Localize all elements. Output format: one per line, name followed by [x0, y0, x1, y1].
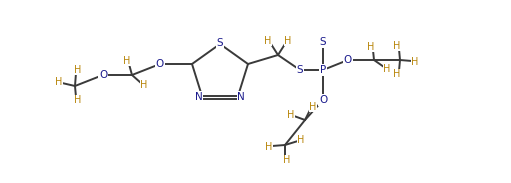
- Text: H: H: [264, 36, 272, 46]
- Text: H: H: [123, 56, 131, 66]
- Text: H: H: [411, 57, 419, 67]
- Text: H: H: [297, 135, 305, 145]
- Text: S: S: [320, 37, 327, 47]
- Text: H: H: [265, 142, 273, 152]
- Text: H: H: [383, 64, 391, 74]
- Text: H: H: [74, 95, 82, 105]
- Text: S: S: [297, 65, 304, 75]
- Text: H: H: [284, 36, 292, 46]
- Text: H: H: [55, 77, 63, 87]
- Text: O: O: [99, 70, 107, 80]
- Text: N: N: [237, 92, 245, 102]
- Text: H: H: [393, 41, 401, 51]
- Text: S: S: [217, 38, 223, 48]
- Text: H: H: [367, 42, 375, 52]
- Text: H: H: [393, 69, 401, 79]
- Text: H: H: [141, 80, 148, 90]
- Text: P: P: [320, 65, 326, 75]
- Text: O: O: [319, 95, 327, 105]
- Text: O: O: [344, 55, 352, 65]
- Text: H: H: [74, 65, 82, 75]
- Text: O: O: [156, 59, 164, 69]
- Text: H: H: [309, 102, 317, 112]
- Text: N: N: [195, 92, 203, 102]
- Text: H: H: [283, 155, 291, 165]
- Text: H: H: [287, 110, 295, 120]
